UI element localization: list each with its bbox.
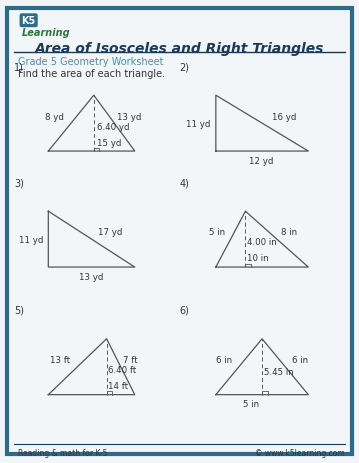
Text: Grade 5 Geometry Worksheet: Grade 5 Geometry Worksheet	[18, 56, 163, 67]
Text: K5: K5	[22, 16, 36, 26]
Text: 5.45 in: 5.45 in	[264, 368, 294, 376]
Text: 6.40 yd: 6.40 yd	[97, 123, 129, 131]
Text: 6 in: 6 in	[292, 355, 308, 364]
Text: © www.k5learning.com: © www.k5learning.com	[255, 448, 345, 457]
Text: Learning: Learning	[22, 28, 70, 38]
Text: Area of Isosceles and Right Triangles: Area of Isosceles and Right Triangles	[35, 42, 324, 56]
Text: 10 in: 10 in	[247, 254, 269, 263]
Text: 16 yd: 16 yd	[272, 113, 297, 122]
Text: 5): 5)	[14, 305, 24, 315]
Text: 2): 2)	[180, 62, 190, 72]
Text: 8 in: 8 in	[281, 228, 297, 237]
Text: 11 yd: 11 yd	[19, 235, 44, 244]
Text: 6 in: 6 in	[216, 355, 233, 364]
Text: 6): 6)	[180, 305, 190, 315]
Text: 13 ft: 13 ft	[50, 355, 70, 364]
Text: 8 yd: 8 yd	[45, 113, 64, 122]
Text: 4): 4)	[180, 178, 190, 188]
Text: 1): 1)	[14, 62, 24, 72]
Text: Reading & math for K-5: Reading & math for K-5	[18, 448, 107, 457]
Text: 13 yd: 13 yd	[79, 272, 103, 281]
Text: 14 ft: 14 ft	[108, 381, 129, 390]
Text: 5 in: 5 in	[209, 228, 225, 237]
Text: 4.00 in: 4.00 in	[247, 238, 277, 246]
Text: 7 ft: 7 ft	[122, 355, 137, 364]
Text: 5 in: 5 in	[243, 399, 259, 408]
Text: 13 yd: 13 yd	[117, 113, 141, 122]
Text: 17 yd: 17 yd	[98, 227, 123, 236]
Text: 12 yd: 12 yd	[250, 156, 274, 165]
Text: 15 yd: 15 yd	[97, 138, 121, 147]
Text: 3): 3)	[14, 178, 24, 188]
Text: 6.40 ft: 6.40 ft	[108, 365, 137, 374]
Text: 11 yd: 11 yd	[186, 120, 210, 129]
Text: Find the area of each triangle.: Find the area of each triangle.	[18, 69, 165, 79]
